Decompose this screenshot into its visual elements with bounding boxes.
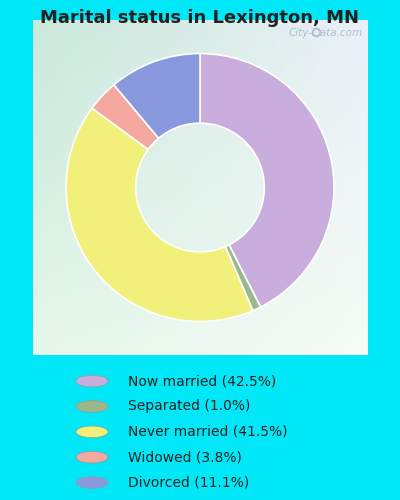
Circle shape (76, 426, 108, 438)
Text: Separated (1.0%): Separated (1.0%) (128, 400, 250, 413)
Wedge shape (200, 54, 334, 307)
Circle shape (76, 376, 108, 387)
Wedge shape (92, 85, 159, 150)
Wedge shape (66, 108, 253, 322)
Text: Now married (42.5%): Now married (42.5%) (128, 374, 276, 388)
Text: Never married (41.5%): Never married (41.5%) (128, 425, 288, 439)
Text: City-Data.com: City-Data.com (288, 28, 362, 38)
Wedge shape (225, 245, 260, 310)
Circle shape (76, 400, 108, 412)
Text: Divorced (11.1%): Divorced (11.1%) (128, 476, 249, 490)
Circle shape (76, 452, 108, 463)
Wedge shape (114, 54, 200, 138)
Circle shape (76, 477, 108, 488)
Text: Marital status in Lexington, MN: Marital status in Lexington, MN (40, 9, 360, 27)
Text: Widowed (3.8%): Widowed (3.8%) (128, 450, 242, 464)
